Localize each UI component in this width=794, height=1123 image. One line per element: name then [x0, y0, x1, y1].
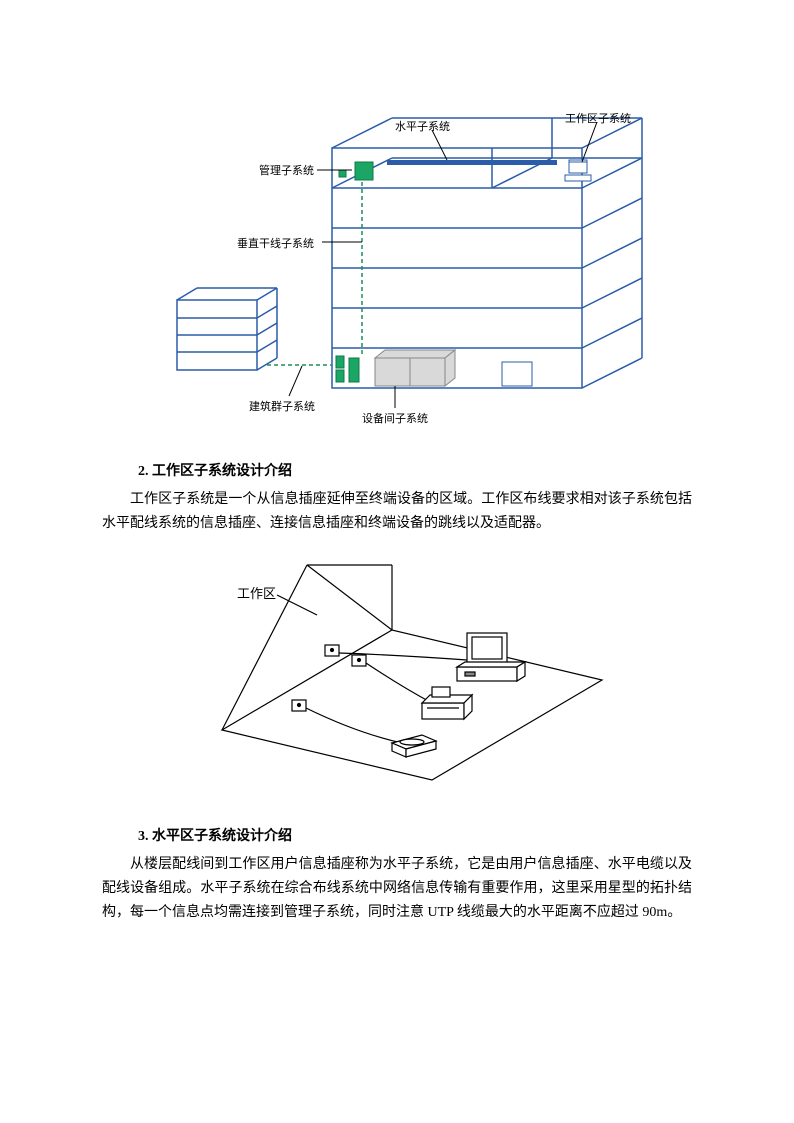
work-area-diagram: 工作区 — [177, 555, 617, 795]
section2-heading: 2. 工作区子系统设计介绍 — [138, 460, 704, 484]
section3-body: 从楼层配线间到工作区用户信息插座称为水平子系统，它是由用户信息插座、水平电缆以及… — [102, 853, 692, 924]
label-vertical-trunk-system: 垂直干线子系统 — [237, 235, 314, 254]
section2-body: 工作区子系统是一个从信息插座延伸至终端设备的区域。工作区布线要求相对该子系统包括… — [102, 488, 692, 536]
section3-heading: 3. 水平区子系统设计介绍 — [138, 825, 704, 849]
section2-number: 2. — [138, 464, 149, 479]
label-management-system: 管理子系统 — [259, 162, 314, 181]
diagram1-svg — [137, 100, 657, 430]
building-cabling-diagram: 水平子系统 工作区子系统 管理子系统 垂直干线子系统 建筑群子系统 设备间子系统 — [137, 100, 657, 430]
section3-number: 3. — [138, 829, 149, 844]
section3-title: 水平区子系统设计介绍 — [152, 829, 292, 844]
section2-title: 工作区子系统设计介绍 — [152, 464, 292, 479]
label-work-area-system: 工作区子系统 — [565, 110, 631, 129]
label-equipment-room-system: 设备间子系统 — [362, 410, 428, 429]
label-building-group-system: 建筑群子系统 — [249, 398, 315, 417]
diagram2-container: 工作区 — [90, 555, 704, 795]
label-horizontal-system: 水平子系统 — [395, 118, 450, 137]
diagram1-container: 水平子系统 工作区子系统 管理子系统 垂直干线子系统 建筑群子系统 设备间子系统 — [90, 100, 704, 430]
label-work-area: 工作区 — [237, 583, 276, 605]
